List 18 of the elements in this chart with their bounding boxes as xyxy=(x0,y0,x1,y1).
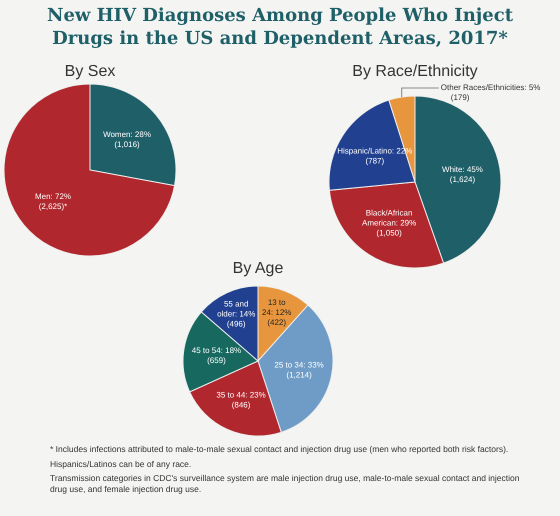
slice-label: White: 45% (1,624) xyxy=(442,164,483,184)
chart-title: By Sex xyxy=(64,63,116,80)
slice-label: Women: 28% (1,016) xyxy=(103,130,151,150)
slice-label: 13 to 24: 12% (422) xyxy=(262,298,292,327)
slice-label: 25 to 34: 33% (1,214) xyxy=(274,360,324,380)
text: Hispanics/Latinos can be of any race. xyxy=(50,458,192,469)
slice-label: Black/African American: 29% (1,050) xyxy=(362,208,416,238)
text: New HIV Diagnoses Among People Who Inject Drugs in the US and Dependent Areas, 2017* xyxy=(46,4,514,50)
slice-label: Other Races/Ethnicities: 5% (179) xyxy=(440,83,540,102)
slice-label: 55 and older: 14% (496) xyxy=(217,299,256,328)
chart-title: By Race/Ethnicity xyxy=(352,63,478,80)
slice-label: 35 to 44: 23% (846) xyxy=(216,390,266,410)
slice-label: Men: 72% (2,625)* xyxy=(34,192,71,211)
slice-label: 45 to 54: 18% (659) xyxy=(192,346,242,365)
chart-title: By Age xyxy=(232,260,284,277)
text: * Includes infections attributed to male-to-male sexual contact and injection drug use (men who reported both risk factors). xyxy=(50,444,510,454)
pie-slice xyxy=(4,84,176,256)
text: Transmission categories in CDC's surveillance system are male injection drug use, male-to-male sexual contact and injection drug use, and female injection drug use. xyxy=(50,473,520,494)
